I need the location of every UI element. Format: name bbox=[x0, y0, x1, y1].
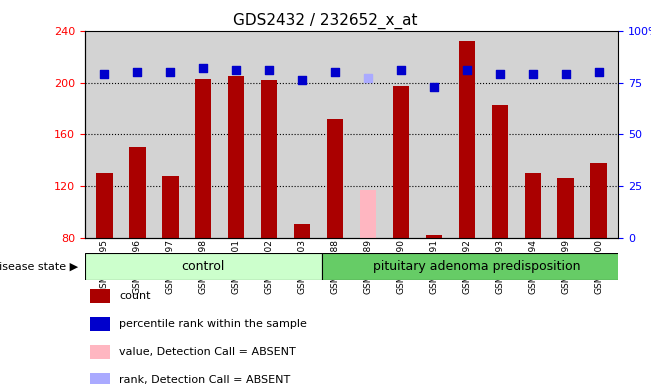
Bar bbox=[261, 80, 277, 238]
Bar bbox=[557, 179, 574, 238]
Text: control: control bbox=[182, 260, 225, 273]
Point bbox=[363, 75, 373, 81]
Bar bbox=[322, 253, 631, 280]
Bar bbox=[525, 173, 541, 238]
Text: disease state ▶: disease state ▶ bbox=[0, 262, 78, 272]
Point bbox=[561, 71, 571, 77]
Bar bbox=[90, 373, 110, 384]
Bar bbox=[590, 163, 607, 238]
Bar bbox=[90, 289, 110, 303]
Point bbox=[330, 69, 340, 75]
Point bbox=[264, 67, 274, 73]
Bar bbox=[85, 253, 322, 280]
Text: percentile rank within the sample: percentile rank within the sample bbox=[119, 319, 307, 329]
Point bbox=[99, 71, 109, 77]
Bar bbox=[327, 119, 343, 238]
Text: rank, Detection Call = ABSENT: rank, Detection Call = ABSENT bbox=[119, 375, 290, 384]
Title: GDS2432 / 232652_x_at: GDS2432 / 232652_x_at bbox=[232, 13, 417, 29]
Point bbox=[429, 84, 439, 90]
Text: count: count bbox=[119, 291, 151, 301]
Bar bbox=[129, 147, 146, 238]
Point bbox=[198, 65, 208, 71]
Bar bbox=[360, 190, 376, 238]
Point bbox=[231, 67, 242, 73]
Point bbox=[396, 67, 406, 73]
Text: pituitary adenoma predisposition: pituitary adenoma predisposition bbox=[373, 260, 581, 273]
Text: value, Detection Call = ABSENT: value, Detection Call = ABSENT bbox=[119, 347, 296, 357]
Bar bbox=[195, 79, 212, 238]
Bar bbox=[393, 86, 409, 238]
Bar bbox=[294, 224, 311, 238]
Bar bbox=[426, 235, 442, 238]
Bar bbox=[96, 173, 113, 238]
Bar bbox=[228, 76, 244, 238]
Bar bbox=[90, 317, 110, 331]
Point bbox=[594, 69, 604, 75]
Bar bbox=[492, 104, 508, 238]
Bar bbox=[162, 176, 178, 238]
Bar bbox=[90, 345, 110, 359]
Bar bbox=[459, 41, 475, 238]
Point bbox=[495, 71, 505, 77]
Point bbox=[527, 71, 538, 77]
Point bbox=[462, 67, 472, 73]
Point bbox=[132, 69, 143, 75]
Point bbox=[297, 78, 307, 84]
Point bbox=[165, 69, 176, 75]
